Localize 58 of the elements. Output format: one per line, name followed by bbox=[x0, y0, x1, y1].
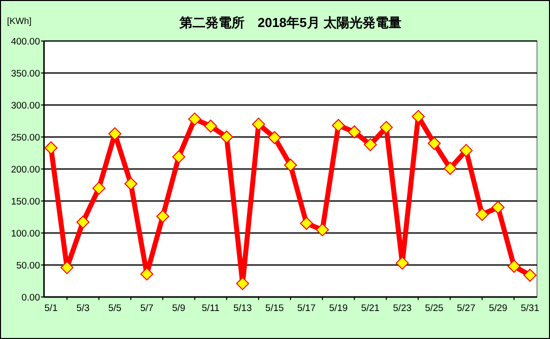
point bbox=[172, 150, 186, 164]
point bbox=[92, 182, 106, 195]
x-tick-label: 5/31 bbox=[520, 303, 540, 314]
point bbox=[524, 268, 536, 282]
point bbox=[44, 141, 58, 154]
x-tick-label: 5/29 bbox=[488, 303, 508, 314]
y-tick-label: 300.00 bbox=[10, 100, 40, 112]
x-tick-label: 5/3 bbox=[76, 303, 90, 314]
y-axis-title: [KWh] bbox=[7, 16, 32, 26]
y-tick-label: 0.00 bbox=[22, 292, 40, 304]
x-tick-label: 5/23 bbox=[393, 303, 412, 314]
point bbox=[156, 210, 170, 223]
point bbox=[220, 130, 234, 144]
x-tick-label: 5/13 bbox=[233, 303, 252, 314]
x-tick-label: 5/7 bbox=[140, 303, 154, 314]
y-tick-label: 400.00 bbox=[10, 36, 40, 48]
point bbox=[284, 158, 297, 172]
y-tick-label: 350.00 bbox=[10, 68, 40, 80]
y-tick-label: 150.00 bbox=[10, 196, 40, 208]
y-tick-label: 100.00 bbox=[10, 228, 40, 240]
point bbox=[444, 162, 457, 175]
point bbox=[236, 277, 250, 290]
point bbox=[108, 127, 122, 140]
x-tick-label: 5/27 bbox=[456, 303, 476, 314]
x-tick-label: 5/15 bbox=[265, 303, 284, 314]
point bbox=[204, 120, 218, 133]
y-tick-label: 200.00 bbox=[10, 164, 40, 176]
y-tick-label: 50.00 bbox=[16, 260, 40, 272]
x-tick-label: 5/5 bbox=[108, 303, 122, 314]
x-tick-label: 5/21 bbox=[361, 303, 380, 314]
chart-title: 第二発電所 2018年5月 太陽光発電量 bbox=[178, 15, 402, 30]
point bbox=[316, 223, 329, 236]
x-tick-label: 5/1 bbox=[44, 303, 58, 314]
point bbox=[124, 177, 138, 190]
y-tick-label: 250.00 bbox=[10, 132, 40, 144]
point bbox=[396, 256, 409, 270]
point bbox=[300, 216, 313, 230]
point bbox=[140, 267, 154, 280]
point bbox=[188, 112, 202, 126]
point bbox=[460, 144, 473, 157]
x-tick-label: 5/19 bbox=[329, 303, 348, 314]
point bbox=[76, 216, 90, 229]
point bbox=[252, 118, 266, 131]
point bbox=[60, 261, 74, 274]
x-tick-label: 5/25 bbox=[424, 303, 444, 314]
point bbox=[508, 260, 521, 273]
point bbox=[428, 136, 441, 150]
point bbox=[364, 138, 377, 152]
point bbox=[412, 110, 425, 124]
x-tick-label: 5/9 bbox=[172, 303, 186, 314]
point bbox=[268, 131, 282, 144]
point bbox=[348, 125, 361, 138]
point bbox=[476, 208, 489, 221]
point bbox=[492, 200, 505, 214]
x-tick-label: 5/17 bbox=[297, 303, 316, 314]
point bbox=[332, 118, 345, 132]
point bbox=[380, 120, 393, 134]
x-tick-label: 5/11 bbox=[202, 303, 220, 314]
